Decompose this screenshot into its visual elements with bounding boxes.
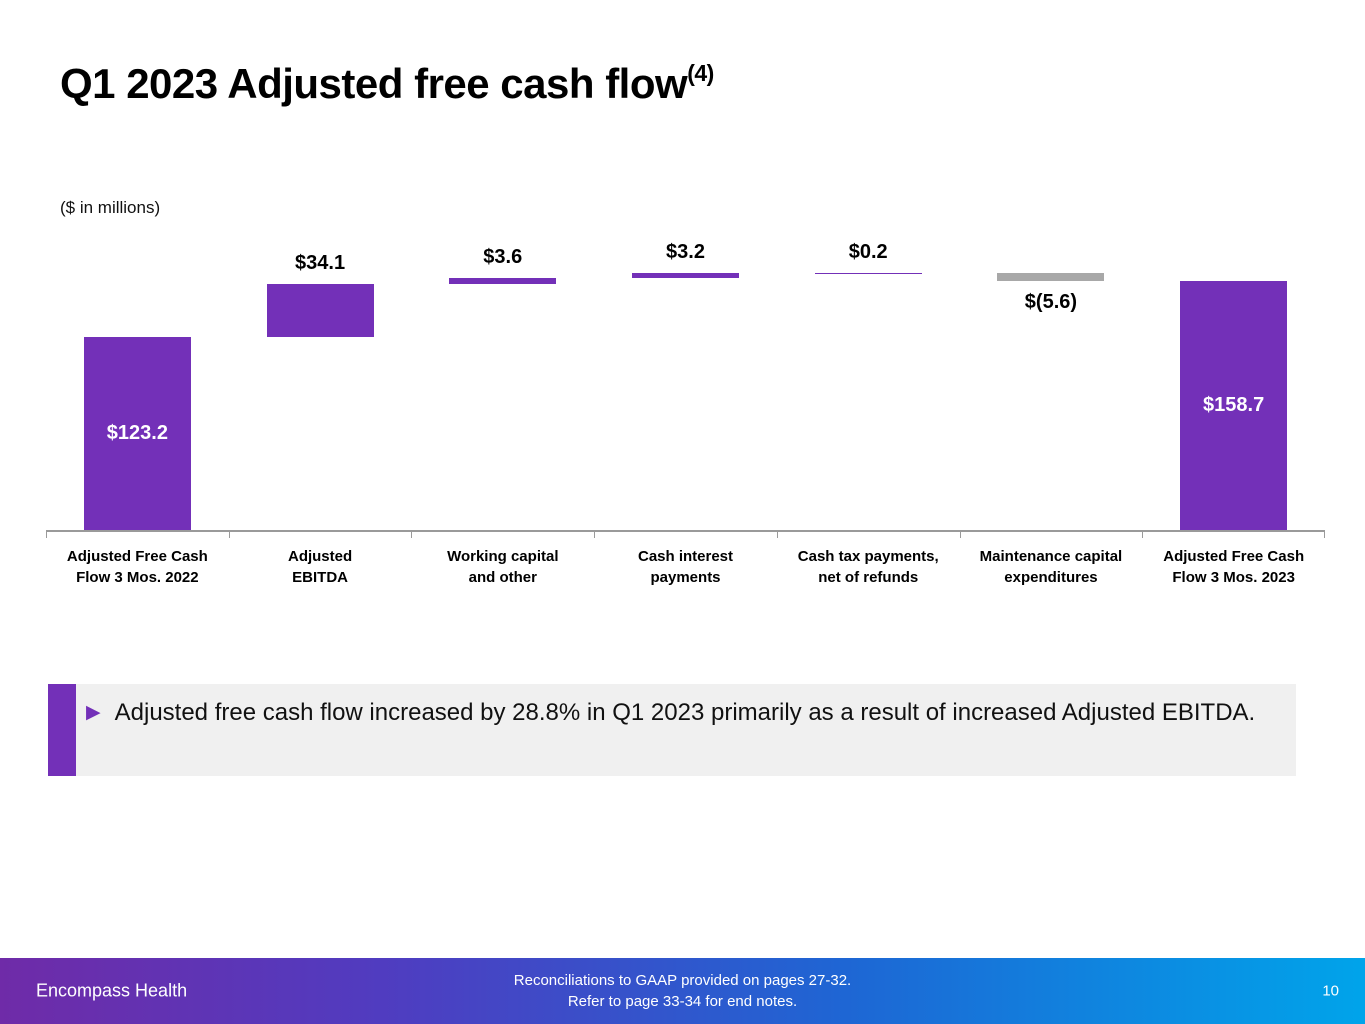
waterfall-bar-1	[83, 337, 191, 530]
waterfall-chart: $123.2 $34.1 $3.6 $3.2 $0.2 $(5.6) $158.7 Adju…	[46, 230, 1325, 588]
waterfall-bar-7	[1180, 281, 1288, 530]
category-label-4: Cash interest payments	[637, 548, 734, 586]
x-axis	[46, 532, 1325, 540]
callout-text: Adjusted free cash flow increased by 28.…	[114, 699, 1256, 726]
footer-notes: Reconciliations to GAAP provided on page…	[0, 970, 1365, 1012]
axis-tick	[411, 532, 413, 538]
axis-tick	[46, 532, 47, 538]
value-label-7: $158.7	[1203, 393, 1265, 416]
x-axis-labels: Adjusted Free Cash Flow 3 Mos. 2022 Adjust…	[46, 546, 1325, 588]
axis-tick	[1324, 532, 1325, 538]
axis-tick	[776, 532, 778, 538]
category-label-5: Cash tax payments, net of refunds	[797, 548, 939, 586]
axis-tick	[594, 532, 596, 538]
page-title: Q1 2023 Adjusted free cash flow(4)	[60, 60, 714, 108]
axis-tick	[959, 532, 961, 538]
title-footnote-marker: (4)	[687, 60, 714, 86]
waterfall-bar-2	[266, 283, 374, 338]
axis-tick	[1142, 532, 1144, 538]
plot-area: $123.2 $34.1 $3.6 $3.2 $0.2 $(5.6) $158.7	[46, 230, 1325, 532]
waterfall-bar-3	[449, 278, 557, 284]
waterfall-bar-4	[632, 273, 739, 279]
footer-bar: Encompass Health Reconciliations to GAAP…	[0, 958, 1365, 1024]
value-label-1: $123.2	[106, 421, 168, 444]
waterfall-bar-6	[997, 272, 1105, 282]
page-number: 10	[1322, 982, 1339, 1000]
footer-note-line-2: Refer to page 33-34 for end notes.	[567, 993, 798, 1010]
category-label-2: Adjusted EBITDA	[287, 548, 353, 586]
value-label-3: $3.6	[483, 246, 523, 269]
value-label-6: $(5.6)	[1024, 291, 1078, 314]
value-label-5: $0.2	[848, 240, 888, 263]
page-title-text: Q1 2023 Adjusted free cash flow	[60, 60, 688, 107]
footer-brand: Encompass Health	[36, 980, 188, 1001]
callout-box: ▶ Adjusted free cash flow increased by 2…	[48, 684, 1296, 776]
footer-note-line-1: Reconciliations to GAAP provided on page…	[513, 972, 852, 989]
category-label-3: Working capital and other	[447, 548, 559, 586]
axis-tick	[228, 532, 230, 538]
bullet-triangle-icon: ▶	[86, 702, 101, 723]
category-label-7: Adjusted Free Cash Flow 3 Mos. 2023	[1163, 548, 1305, 586]
category-label-6: Maintenance capital expenditures	[979, 548, 1123, 586]
value-label-2: $34.1	[295, 251, 346, 274]
units-label: ($ in millions)	[60, 198, 161, 217]
value-label-4: $3.2	[666, 241, 705, 264]
category-label-1: Adjusted Free Cash Flow 3 Mos. 2022	[66, 548, 208, 586]
callout-body: ▶ Adjusted free cash flow increased by 2…	[76, 684, 1255, 776]
callout-accent-bar	[48, 684, 76, 776]
